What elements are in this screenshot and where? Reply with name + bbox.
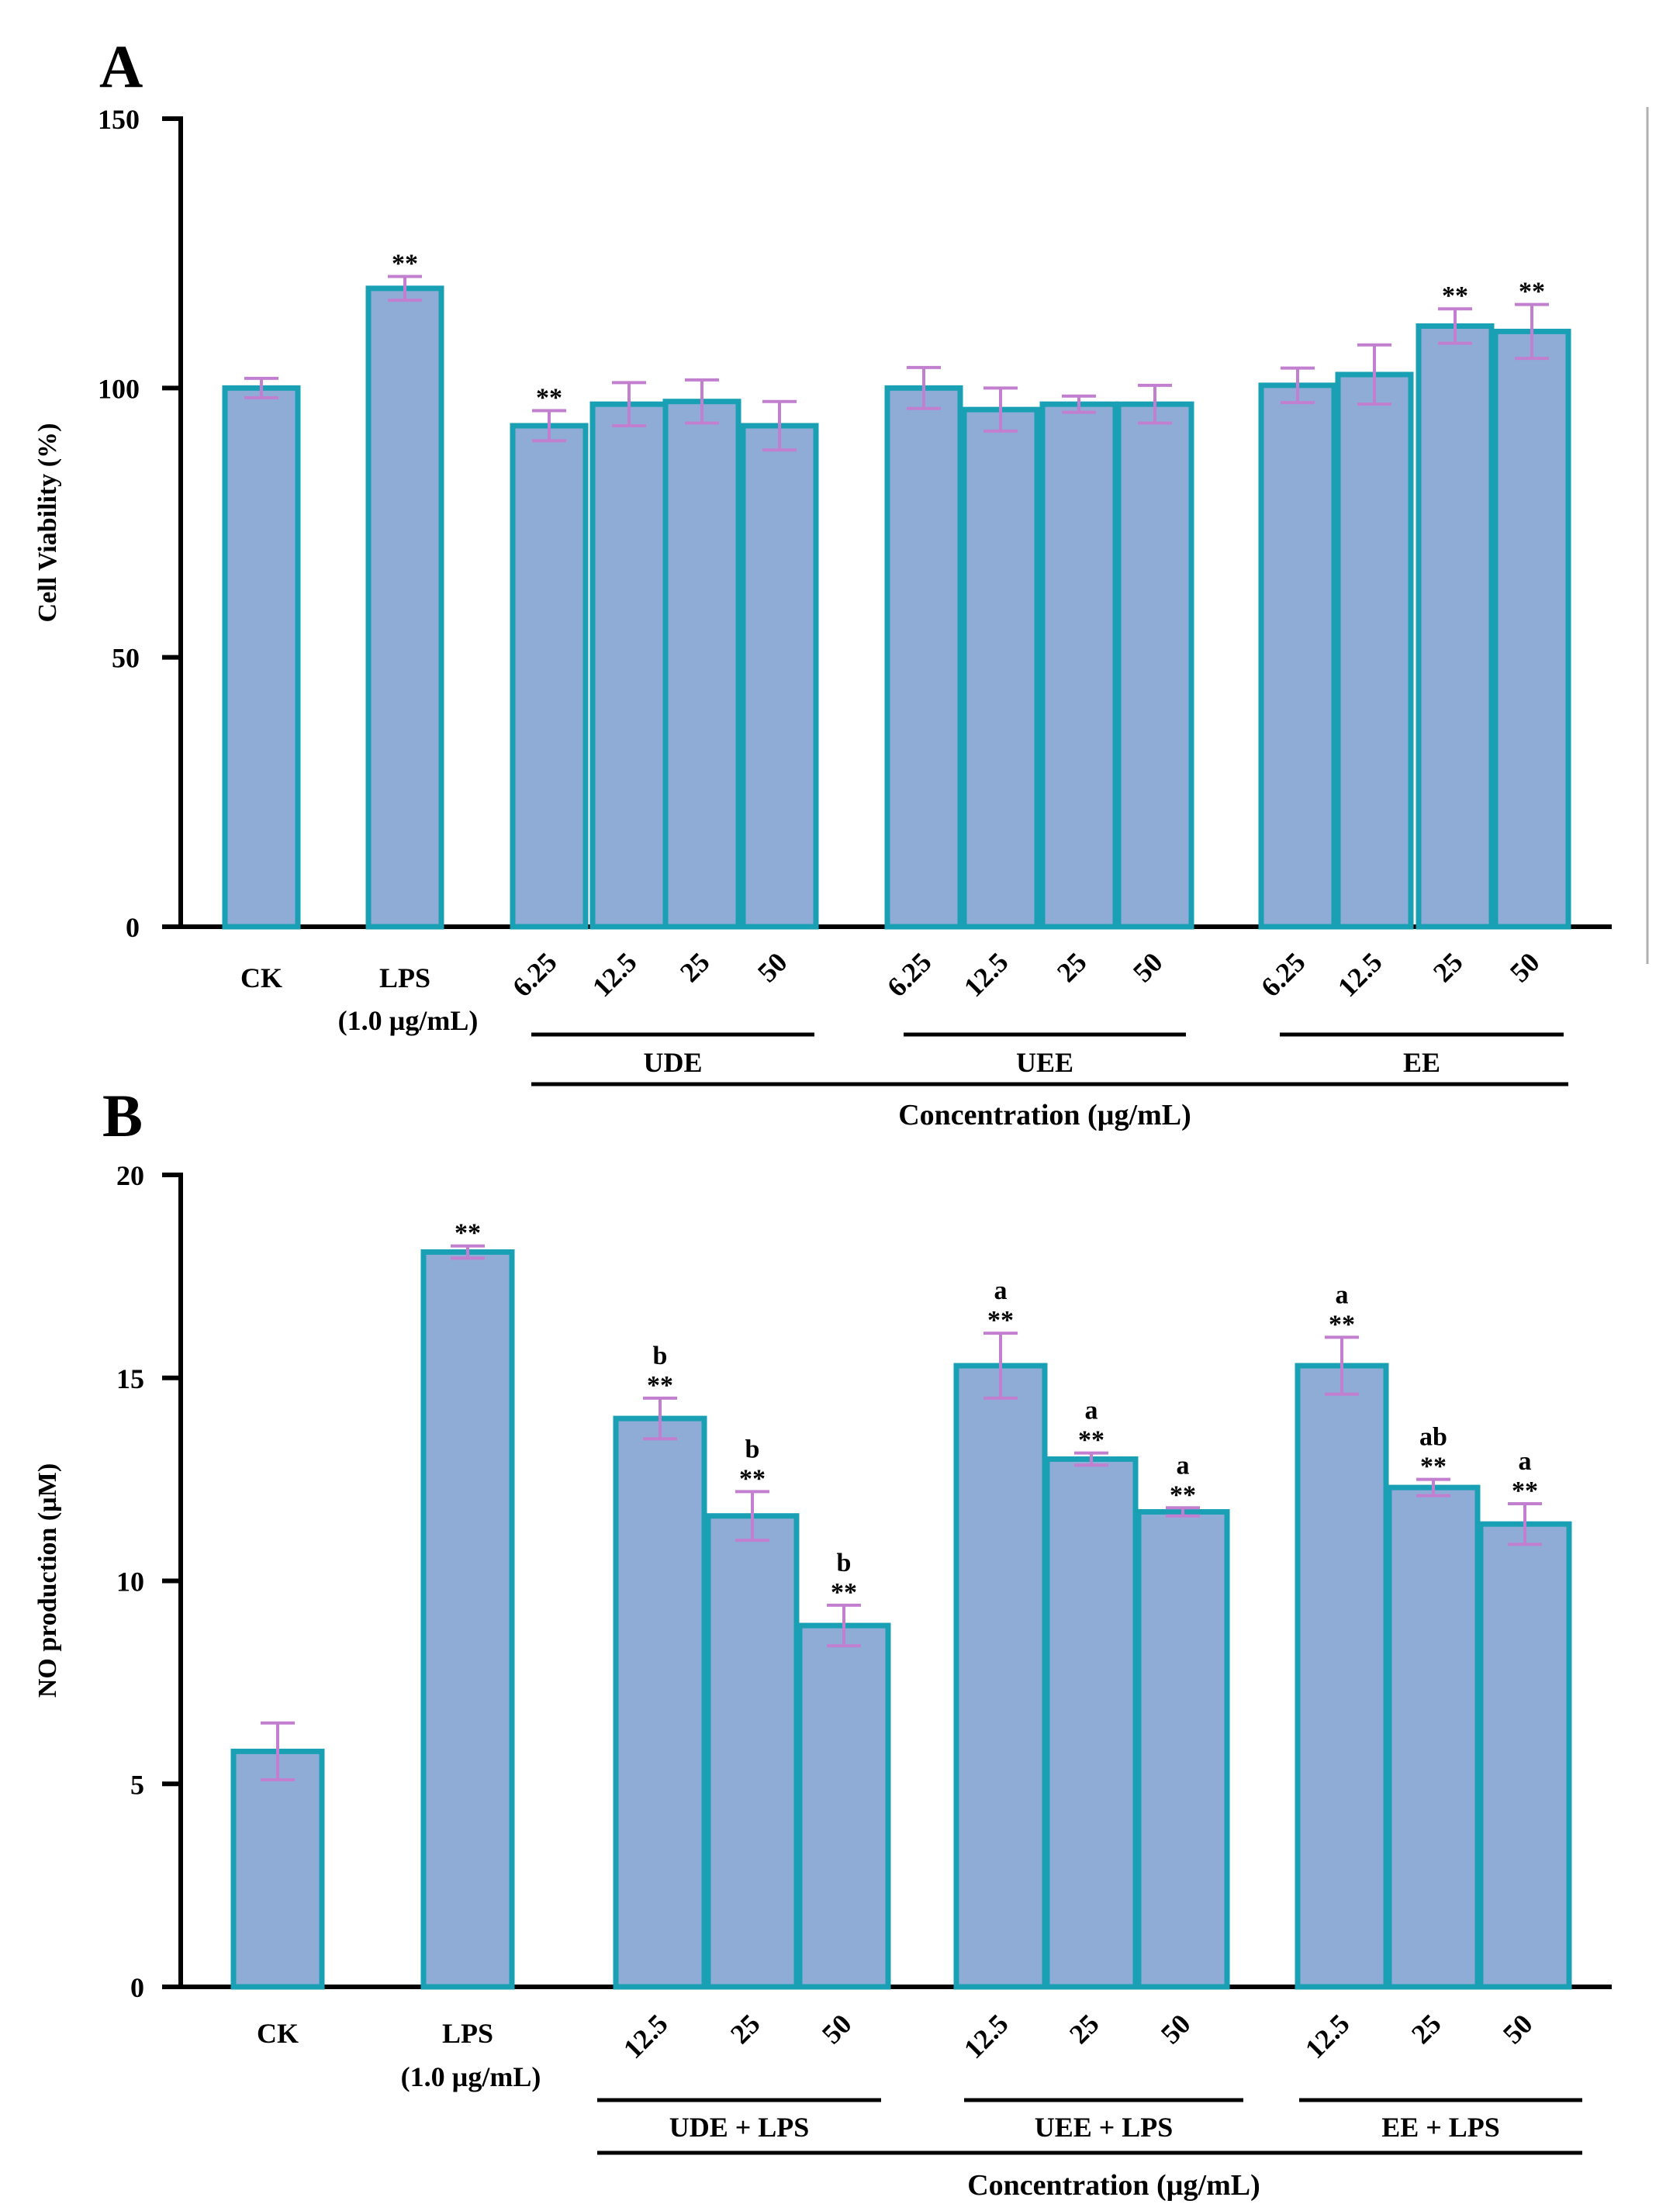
- y-tick-label: 5: [130, 1769, 144, 1800]
- x-tick-label: 25: [674, 946, 716, 988]
- panel-label-a: A: [99, 33, 143, 100]
- letter-label: b: [653, 1342, 668, 1370]
- x-axis-title: Concentration (µg/mL): [898, 1099, 1191, 1131]
- x-tick-label: 25: [1063, 2008, 1105, 2050]
- letter-label: a: [1336, 1280, 1349, 1309]
- y-tick-label: 150: [98, 104, 140, 135]
- bar: [1115, 401, 1194, 930]
- significance-label: **: [1512, 1477, 1538, 1505]
- letter-label: a: [1519, 1447, 1532, 1476]
- x-tick-label: 12.5: [1299, 2008, 1356, 2064]
- x-tick-label: 12.5: [1332, 946, 1388, 1003]
- significance-label: **: [1442, 282, 1468, 310]
- y-tick-label: 0: [130, 1972, 144, 2003]
- significance-label: **: [455, 1219, 481, 1248]
- x-tick-label: 25: [1427, 946, 1469, 988]
- x-tick-label: 12.5: [958, 2008, 1015, 2064]
- bar: [1478, 1521, 1572, 1990]
- bar: [1136, 1509, 1230, 1990]
- bar: [662, 399, 741, 930]
- y-tick-label: 20: [116, 1160, 144, 1191]
- significance-label: **: [1170, 1480, 1196, 1509]
- letter-label: a: [994, 1276, 1008, 1305]
- y-tick-label: 10: [116, 1567, 144, 1598]
- y-tick-label: 15: [116, 1363, 144, 1394]
- x-tick-label: LPS: [379, 962, 430, 993]
- bar: [589, 401, 669, 930]
- group-label: EE: [1403, 1047, 1440, 1078]
- group-label: UEE: [1016, 1047, 1073, 1078]
- no-production-chart: 0 5 10 15 20 NO production (µM) CK ** LPS (1.0 µg…: [33, 1160, 1612, 2202]
- group-label: EE + LPS: [1381, 2112, 1500, 2143]
- bar: [1386, 1484, 1481, 1990]
- significance-label: **: [1420, 1453, 1447, 1481]
- x-tick-label: 25: [724, 2008, 766, 2050]
- bar: [1335, 371, 1414, 930]
- x-tick-label: 50: [1127, 946, 1169, 988]
- y-axis-title: Cell Viability (%): [33, 423, 62, 623]
- bar: [797, 1622, 891, 1990]
- bar: [961, 406, 1040, 930]
- bar: [222, 385, 301, 930]
- x-tick-label: 12.5: [958, 946, 1015, 1003]
- x-tick-label: 25: [1405, 2008, 1447, 2050]
- group-label: UDE + LPS: [669, 2112, 810, 2143]
- bar: [1044, 1456, 1139, 1990]
- significance-label: **: [831, 1578, 857, 1607]
- cell-viability-chart: 0 50 100 150 Cell Viability (%) CK ** LPS (1.0 µ…: [33, 104, 1612, 1131]
- x-tick-label: CK: [257, 2018, 299, 2049]
- bar: [1039, 401, 1118, 930]
- bar: [953, 1363, 1048, 1990]
- significance-label: **: [392, 250, 418, 278]
- significance-label: **: [1519, 278, 1545, 306]
- x-tick-label: 12.5: [617, 2008, 674, 2064]
- x-tick-label: LPS: [442, 2018, 493, 2049]
- significance-label: **: [1329, 1310, 1355, 1339]
- significance-label: **: [536, 384, 562, 413]
- group-label: UEE + LPS: [1035, 2112, 1174, 2143]
- bar: [420, 1249, 515, 1990]
- group-label: UDE: [643, 1047, 702, 1078]
- bar: [613, 1415, 707, 1990]
- bar: [740, 423, 819, 930]
- x-tick-label: 50: [1155, 2008, 1197, 2050]
- x-tick-label: 50: [816, 2008, 858, 2050]
- bar: [884, 385, 963, 930]
- x-tick-label: 50: [1497, 2008, 1539, 2050]
- y-tick-label: 50: [112, 643, 140, 674]
- significance-label: **: [987, 1306, 1014, 1335]
- x-tick-label: 6.25: [881, 946, 938, 1003]
- x-axis-title: Concentration (µg/mL): [967, 2169, 1260, 2202]
- bar: [705, 1513, 800, 1990]
- x-tick-label: 25: [1051, 946, 1093, 988]
- letter-label: b: [837, 1549, 852, 1577]
- letter-label: a: [1177, 1451, 1190, 1480]
- bar: [1416, 323, 1495, 930]
- x-tick-label: 50: [752, 946, 793, 988]
- bar: [365, 285, 444, 930]
- bar: [1295, 1363, 1389, 1990]
- x-tick-label: 50: [1504, 946, 1546, 988]
- significance-label: **: [1078, 1426, 1104, 1455]
- significance-label: **: [739, 1464, 766, 1493]
- x-tick-label: 6.25: [1255, 946, 1312, 1003]
- y-axis-title: NO production (µM): [33, 1463, 62, 1698]
- x-tick-label: 6.25: [506, 946, 563, 1003]
- letter-label: b: [745, 1435, 760, 1463]
- y-tick-label: 100: [98, 373, 140, 404]
- x-tick-label: CK: [240, 962, 282, 993]
- bar: [230, 1748, 325, 1990]
- x-tick-label: 12.5: [586, 946, 643, 1003]
- letter-label: ab: [1419, 1423, 1447, 1452]
- y-tick-label: 0: [126, 912, 140, 943]
- significance-label: **: [647, 1371, 673, 1400]
- x-tick-sublabel: (1.0 µg/mL): [401, 2061, 541, 2092]
- panel-label-b: B: [102, 1082, 143, 1149]
- x-tick-sublabel: (1.0 µg/mL): [338, 1005, 479, 1036]
- letter-label: a: [1085, 1397, 1098, 1425]
- bar: [1258, 382, 1337, 930]
- bar: [1492, 328, 1571, 930]
- bar: [510, 423, 589, 930]
